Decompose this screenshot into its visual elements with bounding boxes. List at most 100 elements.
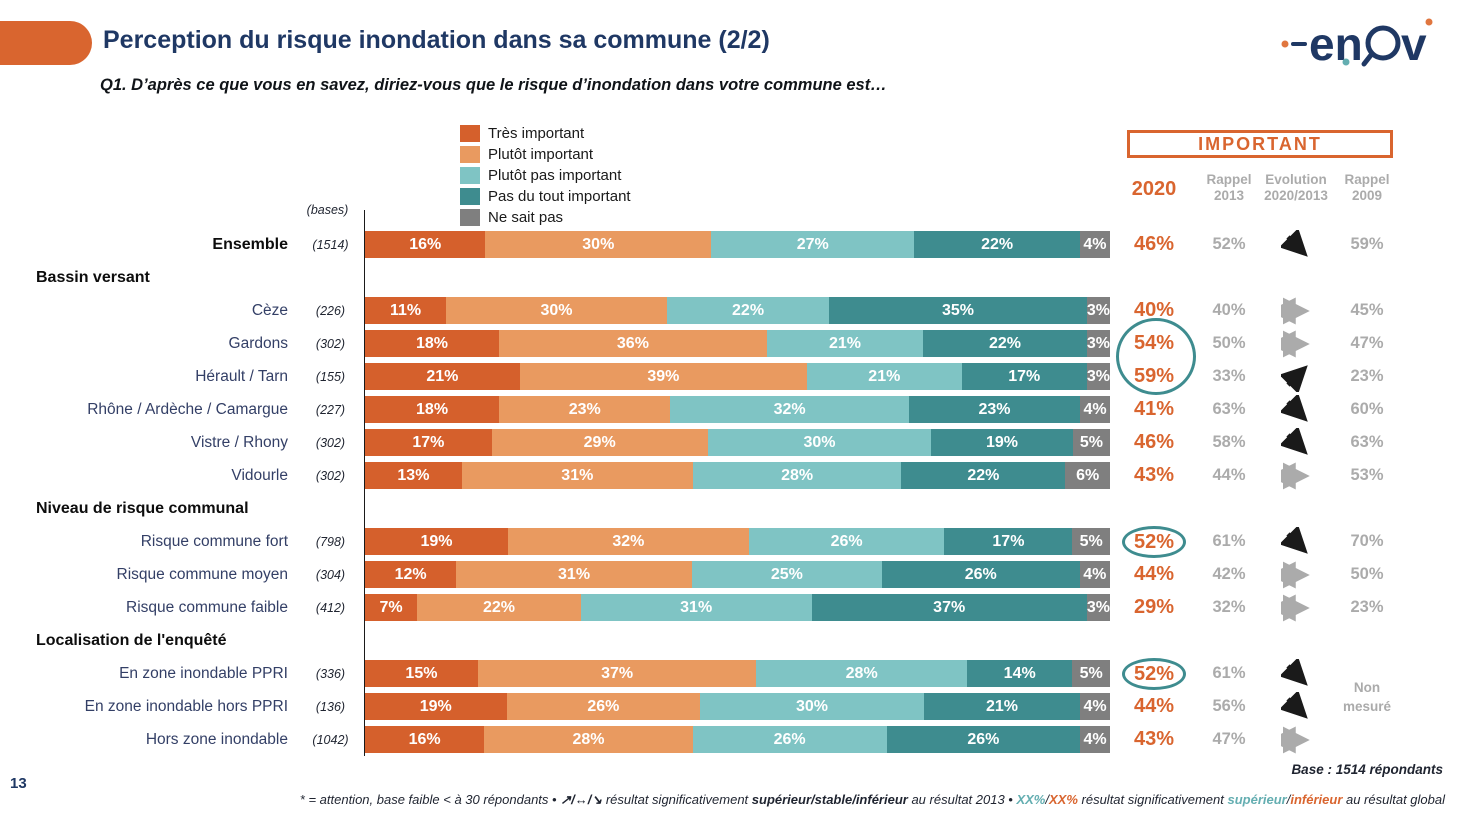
group-header-row: Localisation de l'enquêté <box>36 624 1438 657</box>
table-row: Hors zone inondable (1042) 16% 28% 26% 26% 4% 4… <box>36 723 1438 756</box>
row-label: Hérault / Tarn <box>195 367 288 385</box>
bar-segment: 5% <box>1072 528 1110 555</box>
row-label: En zone inondable PPRI <box>119 664 288 682</box>
bar-cell: 18% 36% 21% 22% 3% <box>365 327 1110 360</box>
stacked-bar: 17% 29% 30% 19% 5% <box>365 429 1110 456</box>
evolution-cell <box>1260 393 1332 426</box>
bar-segment: 22% <box>667 297 830 324</box>
table-row: Vistre / Rhony (302) 17% 29% 30% 19% 5% 46% 58% 6… <box>36 426 1438 459</box>
row-label: Hors zone inondable <box>145 730 288 748</box>
table-row: Rhône / Ardèche / Camargue (227) 18% 23% 32%… <box>36 393 1438 426</box>
bar-segment: 26% <box>506 693 701 720</box>
table-row: Ensemble (1514) 16% 30% 27% 22% 4% 46% 52% 59% <box>36 228 1438 261</box>
row-base: (155) <box>315 369 346 384</box>
bar-segment: 16% <box>365 726 485 753</box>
row-label: Risque commune moyen <box>116 565 288 583</box>
bar-segment: 18% <box>365 396 500 423</box>
row-label: En zone inondable hors PPRI <box>84 697 288 715</box>
bar-segment: 6% <box>1065 462 1110 489</box>
value-rappel-2009: 59% <box>1350 235 1384 253</box>
bar-segment: 28% <box>484 726 693 753</box>
row-base: (136) <box>315 699 346 714</box>
value-2020: 46% <box>1133 233 1175 255</box>
bar-segment: 3% <box>1086 363 1110 390</box>
bar-cell: 7% 22% 31% 37% 3% <box>365 591 1110 624</box>
value-2020: 44% <box>1133 695 1175 717</box>
value-rappel-2013: 33% <box>1212 367 1246 385</box>
evolution-stable-arrow-icon <box>1281 330 1310 357</box>
group-header-row: Niveau de risque communal <box>36 492 1438 525</box>
title-accent-tab <box>0 21 92 65</box>
bar-segment: 14% <box>967 660 1073 687</box>
bar-segment: 18% <box>365 330 499 357</box>
bar-segment: 30% <box>485 231 712 258</box>
bar-segment: 19% <box>931 429 1073 456</box>
evolution-cell <box>1260 558 1332 591</box>
bar-cell: 15% 37% 28% 14% 5% <box>365 657 1110 690</box>
bar-segment: 4% <box>1080 726 1110 753</box>
group-header-label: Localisation de l'enquêté <box>36 631 227 649</box>
legend-label: Plutôt pas important <box>488 167 622 184</box>
evolution-cell <box>1260 591 1332 624</box>
evolution-cell <box>1260 690 1332 723</box>
value-rappel-2009: 45% <box>1350 301 1384 319</box>
legend-item: Très important <box>460 123 631 144</box>
evolution-down-arrow-icon <box>1281 427 1308 455</box>
bar-segment: 27% <box>711 231 915 258</box>
stacked-bar: 16% 30% 27% 22% 4% <box>365 231 1110 258</box>
table-row: Cèze (226) 11% 30% 22% 35% 3% 40% 40% 45% <box>36 294 1438 327</box>
chart-axis-line <box>364 210 365 756</box>
bar-segment: 5% <box>1072 660 1110 687</box>
bar-cell: 19% 32% 26% 17% 5% <box>365 525 1110 558</box>
row-base: (798) <box>315 534 346 549</box>
bar-segment: 32% <box>670 396 909 423</box>
bar-segment: 31% <box>580 594 812 621</box>
row-base: (1514) <box>312 237 349 252</box>
table-row: Risque commune faible (412) 7% 22% 31% 37% 3% 2… <box>36 591 1438 624</box>
row-label: Cèze <box>251 301 288 319</box>
stacked-bar: 15% 37% 28% 14% 5% <box>365 660 1110 687</box>
legend-swatch-icon <box>460 209 480 226</box>
table-row: Vidourle (302) 13% 31% 28% 22% 6% 43% 44% 53% <box>36 459 1438 492</box>
footnote-part: résultat significativement <box>1077 792 1228 807</box>
legend-item: Ne sait pas <box>460 207 631 228</box>
group-header-label: Niveau de risque communal <box>36 499 249 517</box>
group-header-label: Bassin versant <box>36 268 150 286</box>
base-note: Base : 1514 répondants <box>1291 762 1443 777</box>
bar-segment: 26% <box>748 528 945 555</box>
evolution-cell <box>1260 426 1332 459</box>
evolution-cell <box>1260 657 1332 690</box>
bar-segment: 12% <box>365 561 457 588</box>
svg-text:v: v <box>1401 18 1427 70</box>
legend-swatch-icon <box>460 188 480 205</box>
non-mesure-note: Non mesuré <box>1342 680 1392 714</box>
bar-segment: 19% <box>365 528 508 555</box>
footnote-part: au résultat 2013 • <box>907 792 1017 807</box>
legend-swatch-icon <box>460 146 480 163</box>
svg-text:en: en <box>1309 18 1363 70</box>
column-header-2020: 2020 <box>1131 178 1177 200</box>
column-header-rappel-2013: Rappel 2013 <box>1206 172 1252 203</box>
row-base: (227) <box>315 402 346 417</box>
bar-segment: 21% <box>766 330 924 357</box>
bar-cell: 17% 29% 30% 19% 5% <box>365 426 1110 459</box>
column-header-evolution: Evolution 2020/2013 <box>1264 172 1328 203</box>
bar-segment: 26% <box>692 726 887 753</box>
evolution-down-arrow-icon <box>1281 691 1308 719</box>
bar-segment: 26% <box>886 726 1081 753</box>
table-row: Gardons (302) 18% 36% 21% 22% 3% 54% 50% 47% <box>36 327 1438 360</box>
value-rappel-2013: 61% <box>1212 664 1246 682</box>
evolution-down-arrow-icon <box>1281 394 1308 422</box>
bar-segment: 22% <box>901 462 1066 489</box>
row-label: Vistre / Rhony <box>190 433 288 451</box>
row-label: Risque commune fort <box>140 532 288 550</box>
bar-segment: 4% <box>1079 231 1110 258</box>
row-base: (304) <box>315 567 346 582</box>
bar-segment: 28% <box>692 462 902 489</box>
bar-segment: 26% <box>881 561 1080 588</box>
bar-segment: 37% <box>477 660 757 687</box>
stacked-bar: 21% 39% 21% 17% 3% <box>365 363 1110 390</box>
value-rappel-2009: 50% <box>1350 565 1384 583</box>
footnote: * = attention, base faible < à 30 répond… <box>180 792 1445 808</box>
